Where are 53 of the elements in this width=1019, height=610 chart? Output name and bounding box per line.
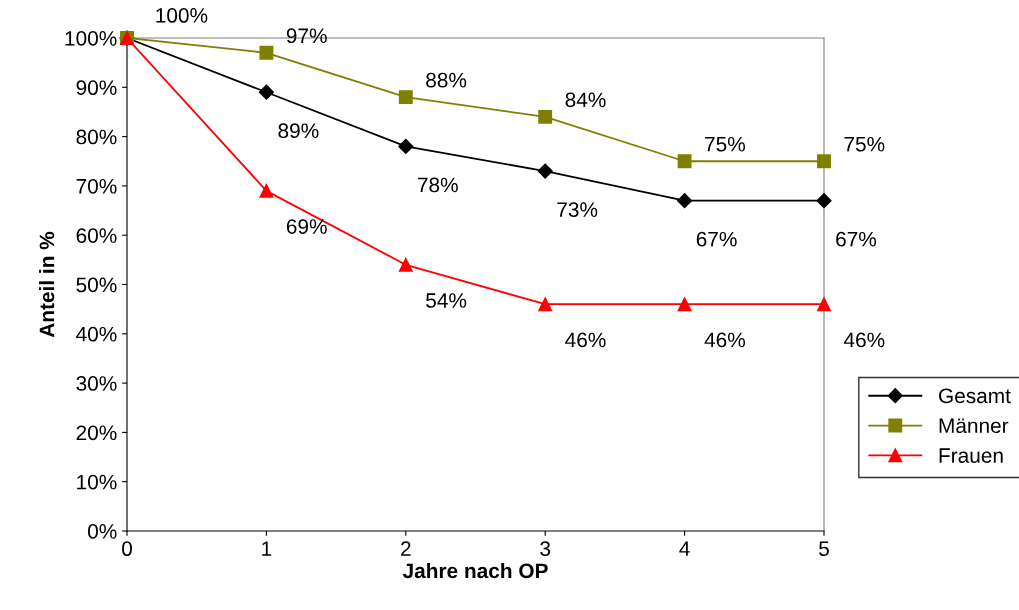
data-label: 73%	[557, 202, 598, 217]
data-label: 75%	[705, 136, 745, 152]
y-tick-label: 70%	[76, 178, 117, 194]
point	[259, 45, 274, 60]
data-label: 67%	[696, 231, 737, 247]
data-label: 75%	[844, 136, 885, 152]
y-tick-label: 40%	[76, 326, 117, 342]
point	[398, 257, 413, 272]
data-label: 89%	[278, 123, 319, 139]
data-label: 67%	[836, 231, 877, 247]
x-axis-title: Jahre nach OP	[402, 562, 548, 579]
y-tick-label: 0%	[87, 524, 117, 539]
point	[398, 138, 414, 155]
y-tick-label: 10%	[77, 474, 117, 490]
point	[538, 297, 553, 312]
point	[538, 109, 553, 124]
point	[817, 154, 831, 169]
data-label: 88%	[426, 72, 467, 88]
y-tick-label: 90%	[76, 80, 117, 96]
point	[677, 154, 692, 169]
data-label: 46%	[704, 332, 745, 348]
x-tick-label: 5	[819, 541, 829, 557]
data-label: 46%	[843, 332, 885, 348]
point	[398, 90, 413, 105]
data-label: 54%	[426, 293, 467, 308]
y-tick-label: 20%	[76, 425, 117, 441]
y-tick-label: 50%	[76, 277, 117, 293]
y-tick-label: 30%	[76, 376, 117, 391]
point	[258, 84, 274, 100]
point	[677, 297, 692, 312]
legend-label: Gesamt	[939, 388, 1011, 404]
data-label: 46%	[565, 332, 606, 348]
point	[816, 193, 832, 209]
y-tick-label: 100%	[65, 31, 117, 46]
x-tick-label: 3	[540, 541, 551, 557]
x-tick-label: 4	[679, 541, 690, 556]
x-tick-label: 2	[401, 541, 411, 556]
y-axis-title: Anteil in %	[39, 231, 55, 338]
point	[537, 163, 553, 179]
x-tick-label: 0	[122, 541, 132, 557]
point	[817, 297, 831, 312]
data-label: 84%	[565, 92, 606, 108]
data-label: 69%	[286, 219, 327, 234]
x-tick-label: 1	[262, 541, 272, 556]
legend-label: Frauen	[939, 448, 1003, 463]
y-tick-label: 80%	[76, 129, 117, 145]
data-label: 78%	[417, 177, 458, 193]
data-label: 97%	[286, 28, 327, 44]
data-label: 100%	[156, 8, 208, 23]
legend-label: Männer	[939, 418, 1009, 434]
point	[259, 183, 274, 198]
point	[677, 193, 693, 209]
y-tick-label: 60%	[76, 228, 117, 243]
